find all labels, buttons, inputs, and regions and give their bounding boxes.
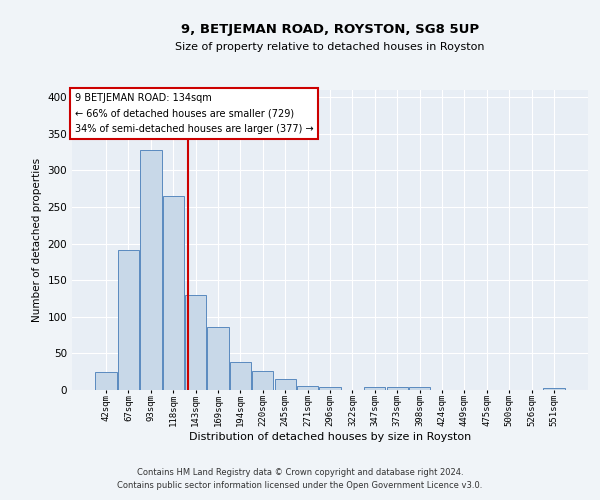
Text: 9, BETJEMAN ROAD, ROYSTON, SG8 5UP: 9, BETJEMAN ROAD, ROYSTON, SG8 5UP — [181, 22, 479, 36]
Bar — [364, 387, 385, 390]
Bar — [252, 371, 274, 390]
X-axis label: Distribution of detached houses by size in Royston: Distribution of detached houses by size … — [189, 432, 471, 442]
Bar — [230, 362, 251, 390]
Y-axis label: Number of detached properties: Number of detached properties — [32, 158, 42, 322]
Bar — [163, 196, 184, 390]
Bar — [185, 295, 206, 390]
Text: 9 BETJEMAN ROAD: 134sqm
← 66% of detached houses are smaller (729)
34% of semi-d: 9 BETJEMAN ROAD: 134sqm ← 66% of detache… — [74, 93, 313, 134]
Bar — [297, 386, 318, 390]
Bar — [543, 388, 565, 390]
Bar — [118, 250, 139, 390]
Bar — [95, 372, 117, 390]
Bar — [140, 150, 161, 390]
Text: Contains HM Land Registry data © Crown copyright and database right 2024.
Contai: Contains HM Land Registry data © Crown c… — [118, 468, 482, 490]
Bar — [208, 327, 229, 390]
Text: Size of property relative to detached houses in Royston: Size of property relative to detached ho… — [175, 42, 485, 52]
Bar — [386, 387, 408, 390]
Bar — [275, 379, 296, 390]
Bar — [319, 387, 341, 390]
Bar — [409, 387, 430, 390]
